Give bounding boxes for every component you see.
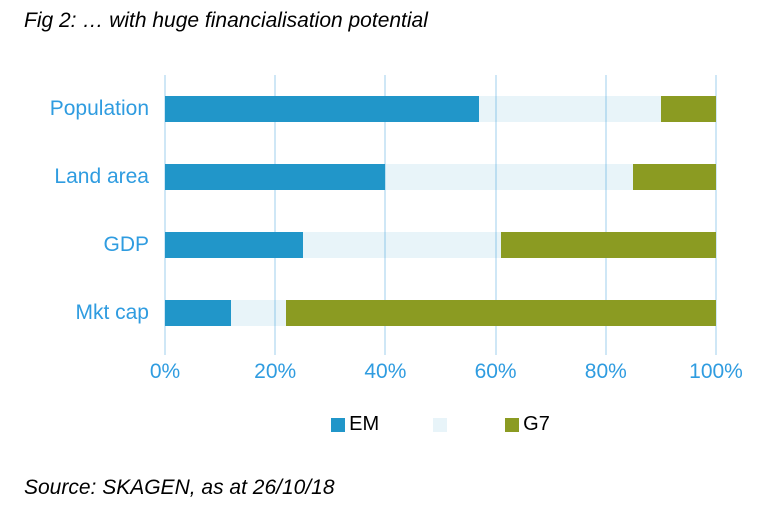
bar-segment-em: [165, 96, 480, 122]
legend-item-other: [433, 417, 451, 432]
legend-swatch-g7: [505, 417, 520, 432]
figure-title: Fig 2: … with huge financialisation pote…: [24, 9, 428, 32]
category-label: GDP: [103, 233, 149, 256]
legend-item-em: EM: [331, 413, 379, 436]
bar-row: Mkt cap: [75, 279, 716, 347]
bar-segment-other: [231, 300, 287, 326]
bar-segment-em: [165, 164, 386, 190]
gridline: [384, 75, 387, 355]
bar-row: Population: [50, 75, 716, 143]
legend-swatch-em: [331, 417, 346, 432]
legend-item-g7: G7: [505, 413, 550, 436]
bar-segment-em: [165, 300, 232, 326]
gridlines-layer: [164, 75, 717, 355]
stacked-bar: [165, 232, 716, 258]
gridline: [715, 75, 717, 355]
legend-label-em: EM: [349, 413, 380, 435]
x-tick-label: 100%: [689, 360, 743, 383]
bar-segment-other: [479, 96, 661, 122]
bar-segment-g7: [286, 300, 716, 326]
stacked-bar: [165, 96, 716, 122]
gridline: [494, 75, 497, 355]
bar-segment-g7: [660, 96, 716, 122]
x-tick-label: 80%: [584, 360, 627, 383]
source-note: Source: SKAGEN, as at 26/10/18: [24, 476, 335, 499]
bar-segment-g7: [633, 164, 716, 190]
x-tick-label: 20%: [254, 360, 297, 383]
bar-segment-em: [165, 232, 303, 258]
x-tick-label: 0%: [149, 360, 181, 383]
bar-segment-other: [302, 232, 502, 258]
gridline: [164, 75, 166, 355]
plot-area: Population Land area GDP Mkt cap: [50, 75, 717, 355]
x-tick-label: 60%: [474, 360, 517, 383]
legend-label-g7: G7: [523, 413, 550, 435]
bar-segment-other: [385, 164, 634, 190]
legend-swatch-other: [433, 417, 448, 432]
category-label: Population: [49, 97, 149, 120]
gridline: [604, 75, 607, 355]
x-axis: 0% 20% 40% 60% 80% 100%: [150, 360, 743, 388]
bar-segment-g7: [501, 232, 716, 258]
gridline: [274, 75, 277, 355]
legend: EM G7: [165, 413, 716, 436]
category-label: Land area: [54, 165, 149, 188]
bar-rows-layer: Population Land area GDP Mkt cap: [50, 75, 716, 347]
bar-row: GDP: [103, 211, 716, 279]
stacked-bar: [165, 300, 716, 326]
category-label: Mkt cap: [75, 301, 149, 324]
bar-row: Land area: [54, 143, 716, 211]
stacked-bar: [165, 164, 716, 190]
x-tick-label: 40%: [364, 360, 407, 383]
